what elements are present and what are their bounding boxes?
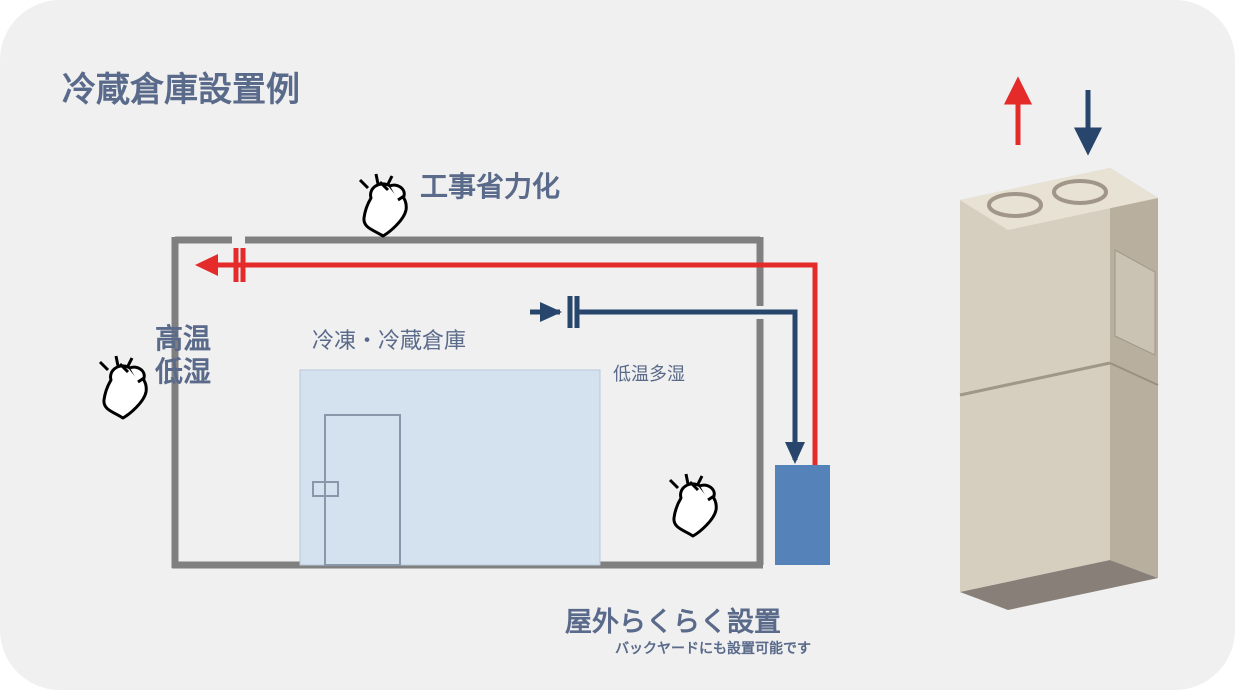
snap-hand-3 xyxy=(670,474,716,536)
inner-room xyxy=(300,370,600,565)
label-freezer-warehouse: 冷凍・冷蔵倉庫 xyxy=(312,323,466,355)
equipment-3d xyxy=(960,168,1158,610)
label-backyard-note: バックヤードにも設置可能です xyxy=(615,638,811,658)
label-construction-savings: 工事省力化 xyxy=(420,165,560,205)
label-low-temp-high-humid: 低温多湿 xyxy=(613,360,685,386)
snap-hand-1 xyxy=(360,174,406,236)
label-low-humid: 低湿 xyxy=(155,350,211,390)
top-arrow-blue xyxy=(1078,90,1098,150)
top-arrow-red xyxy=(1008,82,1028,145)
label-outdoor-install: 屋外らくらく設置 xyxy=(565,600,781,639)
outdoor-unit-box xyxy=(775,465,830,565)
diagram-container: 冷蔵倉庫設置例 xyxy=(0,0,1235,690)
snap-hand-2 xyxy=(100,356,146,418)
